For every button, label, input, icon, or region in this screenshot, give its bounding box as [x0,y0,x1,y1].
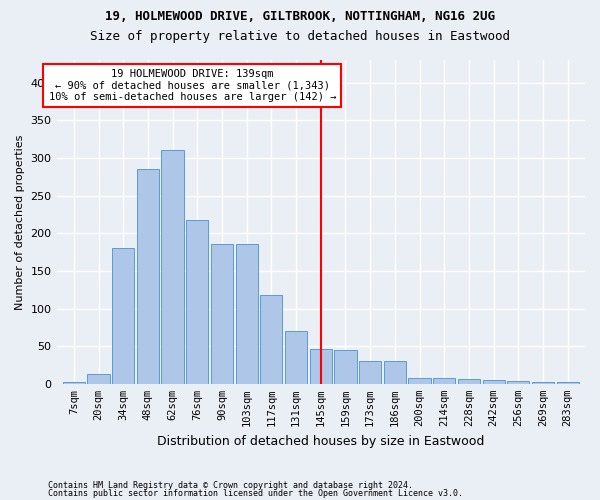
Bar [260,295,283,384]
Bar [409,378,431,384]
Bar [557,382,579,384]
Y-axis label: Number of detached properties: Number of detached properties [15,134,25,310]
Bar [334,350,356,384]
Bar [88,374,110,384]
Bar [458,380,480,384]
Bar [211,244,233,384]
Bar [310,349,332,384]
Bar [112,248,134,384]
Text: 19, HOLMEWOOD DRIVE, GILTBROOK, NOTTINGHAM, NG16 2UG: 19, HOLMEWOOD DRIVE, GILTBROOK, NOTTINGH… [105,10,495,23]
X-axis label: Distribution of detached houses by size in Eastwood: Distribution of detached houses by size … [157,434,484,448]
Bar [507,381,529,384]
Text: 19 HOLMEWOOD DRIVE: 139sqm
← 90% of detached houses are smaller (1,343)
10% of s: 19 HOLMEWOOD DRIVE: 139sqm ← 90% of deta… [49,69,336,102]
Bar [285,331,307,384]
Bar [186,220,208,384]
Bar [384,361,406,384]
Bar [359,361,381,384]
Bar [433,378,455,384]
Bar [63,382,85,384]
Text: Contains HM Land Registry data © Crown copyright and database right 2024.: Contains HM Land Registry data © Crown c… [48,481,413,490]
Text: Contains public sector information licensed under the Open Government Licence v3: Contains public sector information licen… [48,488,463,498]
Bar [161,150,184,384]
Bar [137,169,159,384]
Bar [482,380,505,384]
Bar [532,382,554,384]
Text: Size of property relative to detached houses in Eastwood: Size of property relative to detached ho… [90,30,510,43]
Bar [236,244,258,384]
